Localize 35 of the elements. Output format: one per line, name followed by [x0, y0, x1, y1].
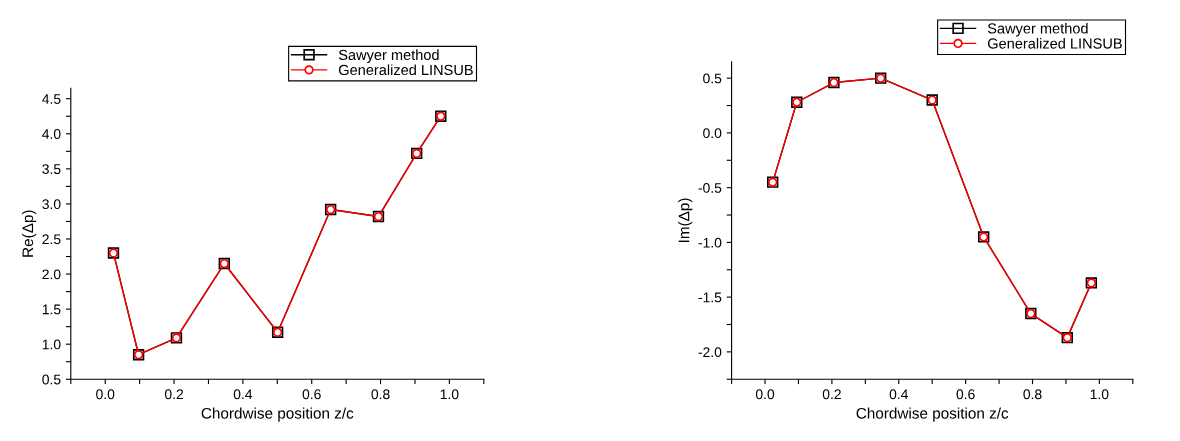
x-tick-label: 0.4 [889, 389, 909, 400]
x-tick-label: 1.0 [440, 389, 459, 400]
x-tick-label: 1.0 [1090, 389, 1109, 400]
y-axis-title: Im(Δp) [678, 198, 693, 243]
y-tick-label: -1.0 [698, 237, 722, 248]
legend-label: Sawyer method [338, 49, 439, 63]
x-tick-label: 0.8 [1023, 389, 1042, 400]
y-tick-label: -0.5 [698, 182, 722, 193]
x-tick-label: 0.6 [956, 389, 975, 400]
x-tick-label: 0.2 [822, 389, 841, 400]
y-tick-label: 4.0 [42, 129, 61, 139]
y-tick-label: -1.5 [698, 292, 722, 303]
x-tick-label: 0.0 [755, 389, 775, 400]
y-tick-label: -2.0 [698, 347, 722, 358]
x-axis-title: Chordwise position z/c [856, 407, 1009, 422]
y-tick-label: 3.5 [42, 164, 61, 175]
y-tick-label: 1.5 [42, 304, 61, 315]
y-tick-label: 2.5 [42, 234, 61, 245]
y-axis-title: Re(Δp) [21, 210, 37, 257]
y-tick-label: 0.0 [703, 128, 722, 139]
y-tick-label: 0.5 [42, 374, 61, 385]
y-tick-label: 0.5 [703, 73, 722, 84]
x-tick-label: 0.0 [96, 389, 115, 400]
legend-label: Generalized LINSUB [338, 64, 473, 76]
x-tick-label: 0.4 [233, 389, 253, 400]
x-tick-label: 0.2 [164, 389, 184, 400]
x-axis-title: Chordwise position z/c [201, 407, 354, 422]
legend-label: Generalized LINSUB [987, 37, 1122, 49]
x-tick-label: 0.8 [371, 389, 390, 400]
y-tick-label: 2.0 [42, 269, 61, 280]
y-tick-label: 4.5 [42, 94, 61, 104]
x-tick-label: 0.6 [302, 389, 321, 400]
y-tick-label: 3.0 [42, 199, 61, 210]
y-tick-label: 1.0 [42, 339, 61, 350]
legend-label: Sawyer method [987, 22, 1088, 37]
